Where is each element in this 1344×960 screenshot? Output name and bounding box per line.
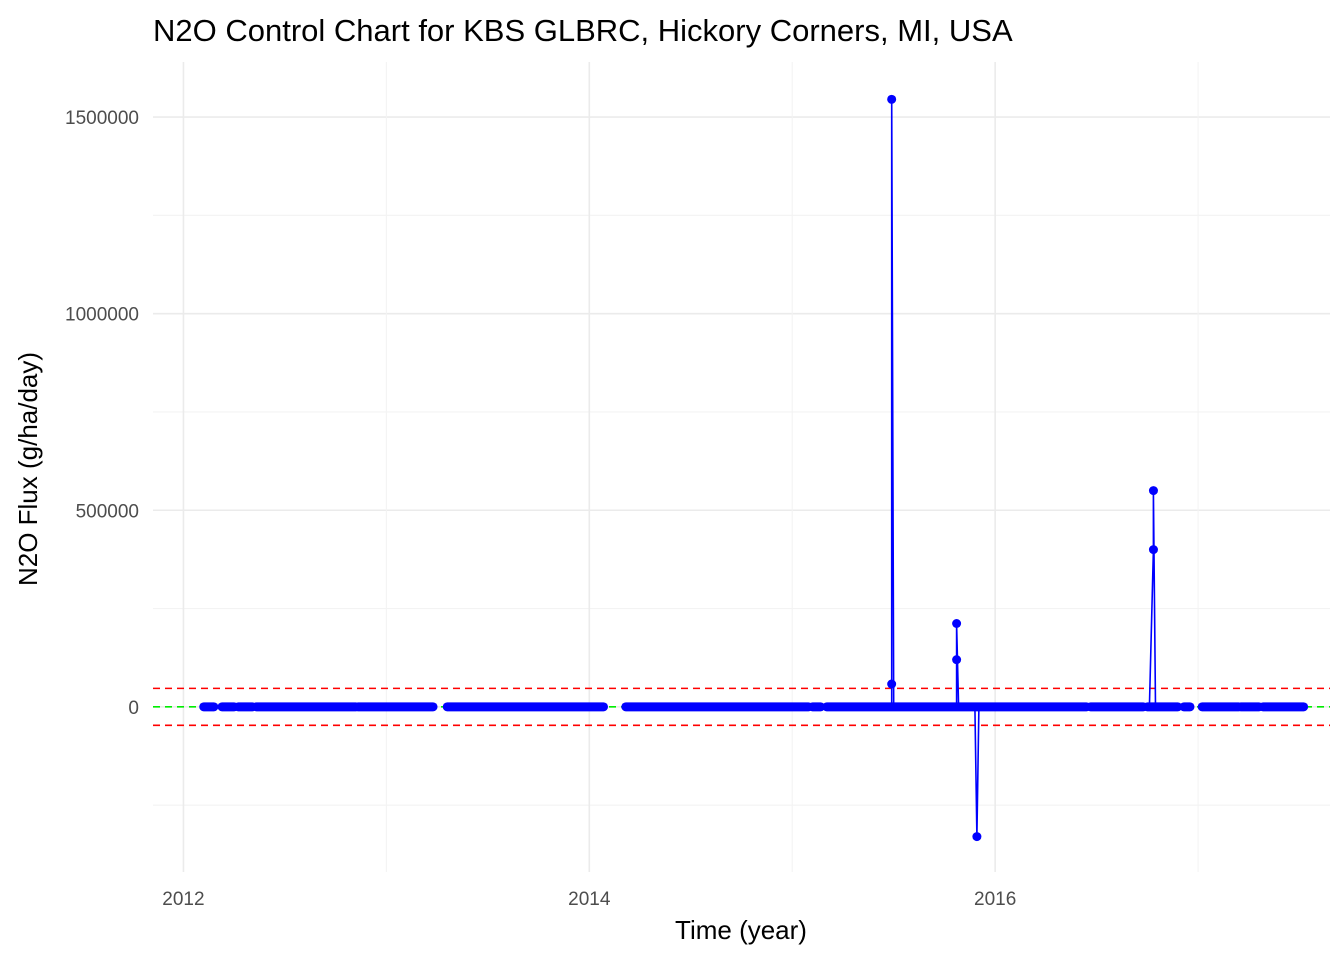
x-tick-label: 2016 — [974, 889, 1016, 910]
y-tick-label: 1000000 — [65, 305, 139, 326]
x-tick-label: 2012 — [162, 889, 204, 910]
data-point — [1185, 702, 1194, 711]
data-point — [972, 832, 982, 842]
flux-series — [887, 94, 1158, 842]
data-point — [887, 679, 897, 689]
x-axis-title: Time (year) — [675, 915, 807, 945]
series-line — [890, 99, 1157, 837]
data-point — [209, 702, 218, 711]
data-point — [952, 655, 962, 665]
y-axis-title: N2O Flux (g/ha/day) — [13, 352, 43, 586]
plot-grid — [153, 62, 1330, 872]
data-point — [887, 94, 897, 104]
data-point — [1148, 486, 1158, 496]
data-point — [1148, 545, 1158, 555]
y-tick-label: 1500000 — [65, 108, 139, 129]
data-point — [1173, 702, 1182, 711]
chart-title: N2O Control Chart for KBS GLBRC, Hickory… — [153, 13, 1013, 48]
data-point — [816, 702, 825, 711]
data-point — [1299, 702, 1308, 711]
y-axis-tick-labels: 0 500000 1000000 1500000 — [65, 108, 139, 719]
data-point — [429, 702, 438, 711]
x-tick-label: 2014 — [568, 889, 611, 910]
x-axis-tick-labels: 2012 2014 2016 — [162, 889, 1016, 910]
y-tick-label: 0 — [128, 698, 139, 719]
y-tick-label: 500000 — [76, 501, 139, 522]
data-point — [952, 618, 962, 628]
data-point — [599, 702, 608, 711]
